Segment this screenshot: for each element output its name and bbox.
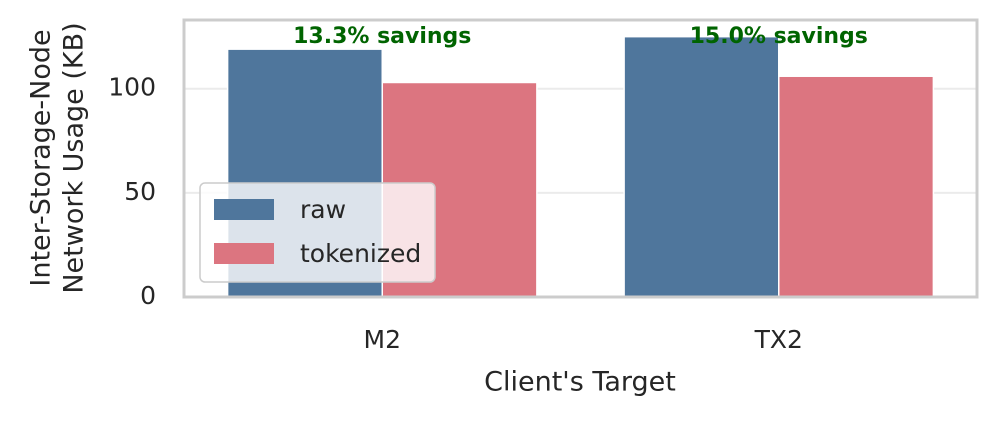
legend-label: raw bbox=[300, 195, 346, 224]
annotation: 15.0% savings bbox=[690, 24, 868, 49]
legend-swatch bbox=[214, 243, 274, 264]
y-tick-label: 100 bbox=[108, 73, 156, 102]
annotation: 13.3% savings bbox=[293, 24, 471, 49]
legend-swatch bbox=[214, 199, 274, 220]
bar bbox=[778, 75, 935, 298]
legend-label: tokenized bbox=[300, 239, 421, 268]
plot-frame bbox=[182, 18, 979, 299]
y-tick-label: 50 bbox=[124, 177, 156, 206]
x-tick-label: TX2 bbox=[754, 325, 803, 354]
y-tick-label: 0 bbox=[140, 281, 156, 310]
x-axis-label: Client's Target bbox=[484, 367, 676, 398]
x-tick-label: M2 bbox=[364, 325, 401, 354]
y-axis-label: Network Usage (KB) bbox=[59, 22, 90, 293]
y-axis-label: Inter-Storage-Node bbox=[26, 29, 57, 286]
bar bbox=[623, 35, 780, 298]
